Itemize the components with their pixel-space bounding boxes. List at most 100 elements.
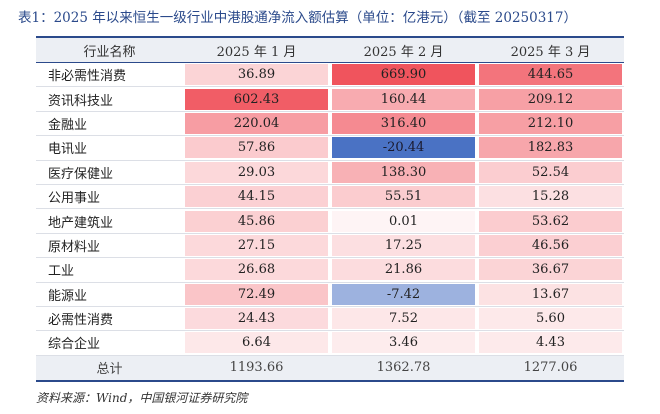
table-row: 必需性消费 24.43 7.52 5.60 — [36, 306, 624, 332]
value-cell: 5.60 — [477, 306, 624, 332]
value-text: -20.44 — [332, 137, 475, 159]
value-text: 160.44 — [332, 88, 475, 110]
value-cell: 17.25 — [330, 233, 477, 259]
industry-name: 地产建筑业 — [36, 208, 183, 234]
header-industry: 行业名称 — [36, 36, 183, 63]
value-cell: 3.46 — [330, 330, 477, 356]
total-mar: 1277.06 — [477, 354, 624, 382]
industry-name: 综合企业 — [36, 330, 183, 356]
value-cell: 57.86 — [183, 135, 330, 161]
total-feb: 1362.78 — [330, 354, 477, 382]
value-cell: -7.42 — [330, 282, 477, 307]
value-text: 55.51 — [332, 186, 475, 208]
value-cell: 55.51 — [330, 184, 477, 210]
value-text: 209.12 — [479, 88, 622, 110]
value-text: 17.25 — [332, 234, 475, 256]
value-cell: 138.30 — [330, 160, 477, 185]
value-cell: 27.15 — [183, 233, 330, 259]
value-text: 27.15 — [185, 234, 328, 256]
industry-name: 医疗保健业 — [36, 160, 183, 185]
value-text: 182.83 — [479, 137, 622, 159]
value-text: 316.40 — [332, 112, 475, 134]
value-text: 46.56 — [479, 234, 622, 256]
value-cell: 53.62 — [477, 208, 624, 234]
table-row: 公用事业 44.15 55.51 15.28 — [36, 184, 624, 210]
data-table-container: 行业名称 2025 年 1 月 2025 年 2 月 2025 年 3 月 非必… — [36, 36, 624, 382]
value-cell: 36.89 — [183, 62, 330, 88]
value-text: 13.67 — [479, 283, 622, 305]
value-text: 29.03 — [185, 161, 328, 183]
industry-name: 原材料业 — [36, 233, 183, 259]
table-title: 表1：2025 年以来恒生一级行业中港股通净流入额估算（单位：亿港元）（截至 2… — [18, 10, 577, 26]
value-text: -7.42 — [332, 283, 475, 305]
table-row: 医疗保健业 29.03 138.30 52.54 — [36, 160, 624, 185]
industry-name: 公用事业 — [36, 184, 183, 210]
value-text: 21.86 — [332, 259, 475, 281]
header-mar: 2025 年 3 月 — [477, 36, 624, 63]
total-label: 总计 — [36, 354, 183, 382]
value-cell: 316.40 — [330, 111, 477, 137]
value-cell: 24.43 — [183, 306, 330, 332]
value-cell: 44.15 — [183, 184, 330, 210]
industry-name: 电讯业 — [36, 135, 183, 161]
header-jan: 2025 年 1 月 — [183, 36, 330, 63]
value-cell: 46.56 — [477, 233, 624, 259]
value-text: 36.89 — [185, 64, 328, 86]
inflow-table: 行业名称 2025 年 1 月 2025 年 2 月 2025 年 3 月 非必… — [36, 36, 624, 382]
value-cell: 602.43 — [183, 86, 330, 112]
value-text: 138.30 — [332, 161, 475, 183]
value-cell: 212.10 — [477, 111, 624, 137]
table-row: 资讯科技业 602.43 160.44 209.12 — [36, 86, 624, 112]
table-row: 综合企业 6.64 3.46 4.43 — [36, 330, 624, 356]
industry-name: 能源业 — [36, 282, 183, 307]
header-feb: 2025 年 2 月 — [330, 36, 477, 63]
value-cell: 182.83 — [477, 135, 624, 161]
table-row: 工业 26.68 21.86 36.67 — [36, 257, 624, 283]
value-cell: 7.52 — [330, 306, 477, 332]
value-text: 44.15 — [185, 186, 328, 208]
value-cell: 209.12 — [477, 86, 624, 112]
value-text: 212.10 — [479, 112, 622, 134]
value-text: 72.49 — [185, 283, 328, 305]
value-text: 24.43 — [185, 308, 328, 330]
value-text: 15.28 — [479, 186, 622, 208]
table-row: 电讯业 57.86 -20.44 182.83 — [36, 135, 624, 161]
value-cell: 13.67 — [477, 282, 624, 307]
value-text: 669.90 — [332, 64, 475, 86]
table-row: 能源业 72.49 -7.42 13.67 — [36, 282, 624, 307]
value-text: 36.67 — [479, 259, 622, 281]
table-row: 非必需性消费 36.89 669.90 444.65 — [36, 62, 624, 88]
value-text: 444.65 — [479, 64, 622, 86]
value-text: 7.52 — [332, 308, 475, 330]
value-text: 52.54 — [479, 161, 622, 183]
value-cell: 26.68 — [183, 257, 330, 283]
value-cell: 220.04 — [183, 111, 330, 137]
value-text: 602.43 — [185, 88, 328, 110]
value-cell: 669.90 — [330, 62, 477, 88]
industry-name: 工业 — [36, 257, 183, 283]
value-text: 220.04 — [185, 112, 328, 134]
value-text: 0.01 — [332, 210, 475, 232]
value-text: 57.86 — [185, 137, 328, 159]
value-cell: 36.67 — [477, 257, 624, 283]
value-cell: 160.44 — [330, 86, 477, 112]
value-text: 4.43 — [479, 332, 622, 354]
value-cell: -20.44 — [330, 135, 477, 161]
value-cell: 21.86 — [330, 257, 477, 283]
value-text: 53.62 — [479, 210, 622, 232]
table-row: 地产建筑业 45.86 0.01 53.62 — [36, 208, 624, 234]
value-cell: 4.43 — [477, 330, 624, 356]
total-jan: 1193.66 — [183, 354, 330, 382]
value-text: 3.46 — [332, 332, 475, 354]
source-note: 资料来源：Wind，中国银河证券研究院 — [36, 391, 248, 405]
value-cell: 6.64 — [183, 330, 330, 356]
table-row: 金融业 220.04 316.40 212.10 — [36, 111, 624, 137]
value-cell: 52.54 — [477, 160, 624, 185]
value-cell: 0.01 — [330, 208, 477, 234]
value-text: 6.64 — [185, 332, 328, 354]
value-cell: 444.65 — [477, 62, 624, 88]
value-cell: 45.86 — [183, 208, 330, 234]
value-text: 45.86 — [185, 210, 328, 232]
value-text: 5.60 — [479, 308, 622, 330]
industry-name: 资讯科技业 — [36, 86, 183, 112]
